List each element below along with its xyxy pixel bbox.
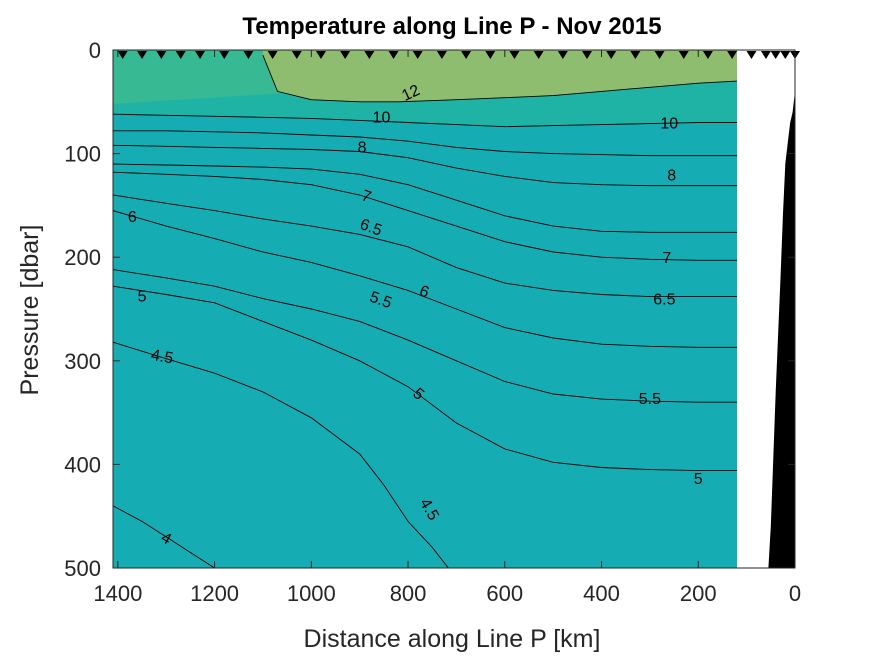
contour-label-10-1: 10 — [660, 116, 678, 133]
station-marker-10 — [340, 51, 351, 59]
station-marker-21 — [606, 51, 617, 59]
station-marker-7 — [267, 51, 278, 59]
station-marker-4 — [195, 51, 206, 59]
station-marker-8 — [291, 51, 302, 59]
station-marker-27 — [746, 51, 757, 59]
station-marker-26 — [727, 51, 738, 59]
contour-label-5-5-1: 5.5 — [639, 391, 661, 408]
axes-box — [112, 49, 796, 569]
station-marker-14 — [436, 51, 447, 59]
contour-line-7 — [113, 171, 737, 261]
station-marker-5 — [219, 51, 230, 59]
x-tick-label-1000: 1000 — [287, 581, 336, 606]
contour-label-5-5-0: 5.5 — [367, 289, 394, 313]
contour-label-6-5-0: 6.5 — [358, 216, 385, 240]
station-marker-24 — [678, 51, 689, 59]
x-tick-label-0: 0 — [789, 581, 801, 606]
x-tick-label-200: 200 — [680, 581, 717, 606]
x-tick-label-800: 800 — [390, 581, 427, 606]
contour-label-6-5-1: 6.5 — [653, 292, 675, 309]
contour-line-7-5 — [113, 163, 737, 233]
station-marker-17 — [509, 51, 520, 59]
station-marker-3 — [175, 51, 186, 59]
station-marker-12 — [388, 51, 399, 59]
x-tick-label-400: 400 — [583, 581, 620, 606]
station-marker-28 — [760, 51, 771, 59]
station-marker-25 — [702, 51, 713, 59]
contour-label-6-0: 6 — [128, 209, 137, 226]
station-marker-22 — [630, 51, 641, 59]
contour-line-9 — [113, 130, 737, 157]
colorband-10 — [113, 114, 737, 568]
y-tick-label-300: 300 — [64, 349, 101, 374]
bathymetry-fill — [766, 91, 795, 569]
station-marker-0 — [117, 51, 128, 59]
contour-label-5-2: 5 — [694, 471, 703, 488]
station-marker-23 — [654, 51, 665, 59]
station-marker-18 — [533, 51, 544, 59]
chart-title: Temperature along Line P - Nov 2015 — [242, 13, 661, 40]
contour-label-12-0: 12 — [399, 82, 422, 105]
y-tick-label-0: 0 — [89, 38, 101, 63]
contour-line-10 — [113, 113, 737, 128]
contour-label-7-1: 7 — [662, 250, 671, 267]
contour-line-5-5 — [113, 269, 737, 403]
contour-label-8-0: 8 — [358, 139, 367, 156]
station-marker-9 — [315, 51, 326, 59]
contour-line-6 — [113, 210, 737, 348]
y-tick-label-200: 200 — [64, 245, 101, 270]
contour-label-8-1: 8 — [667, 167, 676, 184]
station-marker-16 — [485, 51, 496, 59]
station-marker-13 — [412, 51, 423, 59]
contour-line-5 — [113, 285, 737, 472]
x-tick-label-1200: 1200 — [190, 581, 239, 606]
colorband-above-12 — [262, 50, 737, 102]
contour-label-5-0: 5 — [138, 289, 147, 306]
contour-line-4-5 — [113, 341, 505, 568]
x-tick-label-1400: 1400 — [93, 581, 142, 606]
contour-line-8 — [113, 144, 737, 187]
station-marker-29 — [770, 51, 781, 59]
contour-line-12 — [262, 55, 737, 103]
station-marker-11 — [364, 51, 375, 59]
station-marker-15 — [461, 51, 472, 59]
contour-label-10-0: 10 — [373, 109, 391, 126]
contour-line-4 — [113, 505, 216, 568]
y-tick-label-100: 100 — [64, 142, 101, 167]
x-tick-label-600: 600 — [486, 581, 523, 606]
station-marker-1 — [137, 51, 148, 59]
contour-label-4-5-0: 4.5 — [150, 347, 175, 368]
station-marker-30 — [780, 51, 791, 59]
y-tick-label-400: 400 — [64, 452, 101, 477]
station-marker-2 — [156, 51, 167, 59]
station-marker-20 — [582, 51, 593, 59]
x-axis-label: Distance along Line P [km] — [304, 625, 601, 653]
contour-line-6-5 — [113, 194, 737, 298]
y-axis-label: Pressure [dbar] — [16, 225, 44, 396]
y-tick-label-500: 500 — [64, 556, 101, 581]
station-marker-6 — [243, 51, 254, 59]
station-marker-19 — [557, 51, 568, 59]
